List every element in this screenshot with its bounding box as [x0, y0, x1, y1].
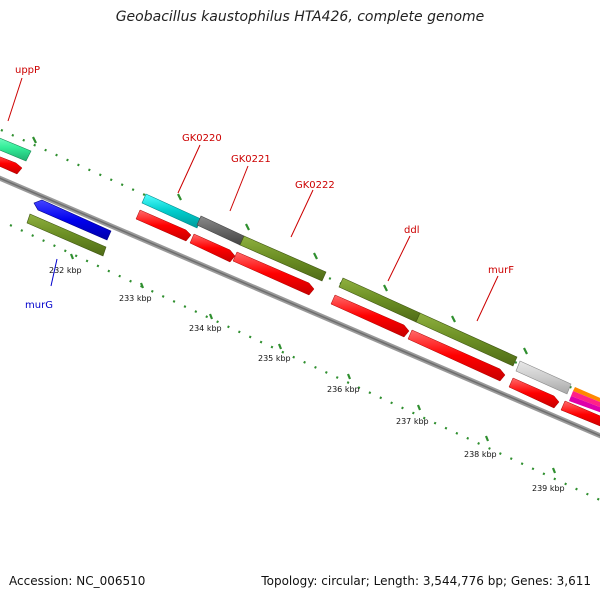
- genes-label: Genes:: [510, 574, 553, 588]
- topology-value: circular: [321, 574, 366, 588]
- gene-labels: uppP murG GK0220 GK0221 GK0222 ddl murF: [15, 65, 514, 311]
- gene-feature: [515, 360, 572, 395]
- gene-feature: [569, 396, 600, 413]
- outer-major-ticks: [32, 136, 528, 355]
- gene-feature: [239, 235, 327, 282]
- gene-label-uppP: uppP: [15, 65, 40, 76]
- gene-feature: [0, 137, 32, 162]
- cds-arrow: [0, 156, 23, 175]
- cds-arrow: [407, 329, 506, 382]
- cds-arrow: [135, 209, 192, 242]
- gene-label-GK0220: GK0220: [182, 133, 222, 144]
- gene-feature: [141, 193, 202, 229]
- kbp-label: 238 kbp: [464, 450, 497, 459]
- map-title: Geobacillus kaustophilus HTA426, complet…: [115, 9, 485, 25]
- gene-feature: [33, 199, 112, 241]
- accession-info: Accession: NC_006510: [9, 574, 145, 588]
- inner-major-ticks: [69, 253, 557, 474]
- genes-value: 3,611: [556, 574, 591, 588]
- inner-dotted-track: [9, 224, 600, 501]
- kbp-label: 234 kbp: [189, 324, 222, 333]
- kbp-label: 232 kbp: [49, 266, 82, 275]
- accession-label: Accession:: [9, 574, 73, 588]
- cds-arrow: [560, 400, 600, 427]
- length-value: 3,544,776 bp: [422, 574, 503, 588]
- cds-features: [0, 156, 600, 427]
- forward-gene-features: [0, 137, 600, 413]
- gene-label-GK0221: GK0221: [231, 154, 271, 165]
- kbp-label: 236 kbp: [327, 385, 360, 394]
- length-label: Length:: [373, 574, 420, 588]
- kbp-labels: 232 kbp 233 kbp 234 kbp 235 kbp 236 kbp …: [49, 266, 565, 493]
- cds-arrow: [189, 233, 236, 263]
- gene-feature: [415, 312, 518, 367]
- topology-label: Topology:: [261, 574, 318, 588]
- genome-backbone: [0, 175, 600, 439]
- gene-label-ddl: ddl: [404, 225, 419, 236]
- kbp-label: 237 kbp: [396, 417, 429, 426]
- gene-feature: [26, 213, 107, 257]
- cds-arrow: [232, 251, 315, 296]
- kbp-label: 233 kbp: [119, 294, 152, 303]
- cds-arrow: [330, 294, 410, 338]
- genome-stats: Topology: circular; Length: 3,544,776 bp…: [261, 574, 591, 588]
- kbp-label: 239 kbp: [532, 484, 565, 493]
- accession-value: NC_006510: [76, 574, 146, 588]
- gene-label-murG: murG: [25, 300, 53, 311]
- gene-feature: [573, 387, 600, 402]
- label-leaders: [7, 77, 499, 322]
- gene-label-GK0222: GK0222: [295, 180, 335, 191]
- kbp-label: 235 kbp: [258, 354, 291, 363]
- gene-label-murF: murF: [488, 265, 514, 276]
- cds-arrow: [508, 377, 560, 409]
- gene-feature: [571, 391, 600, 408]
